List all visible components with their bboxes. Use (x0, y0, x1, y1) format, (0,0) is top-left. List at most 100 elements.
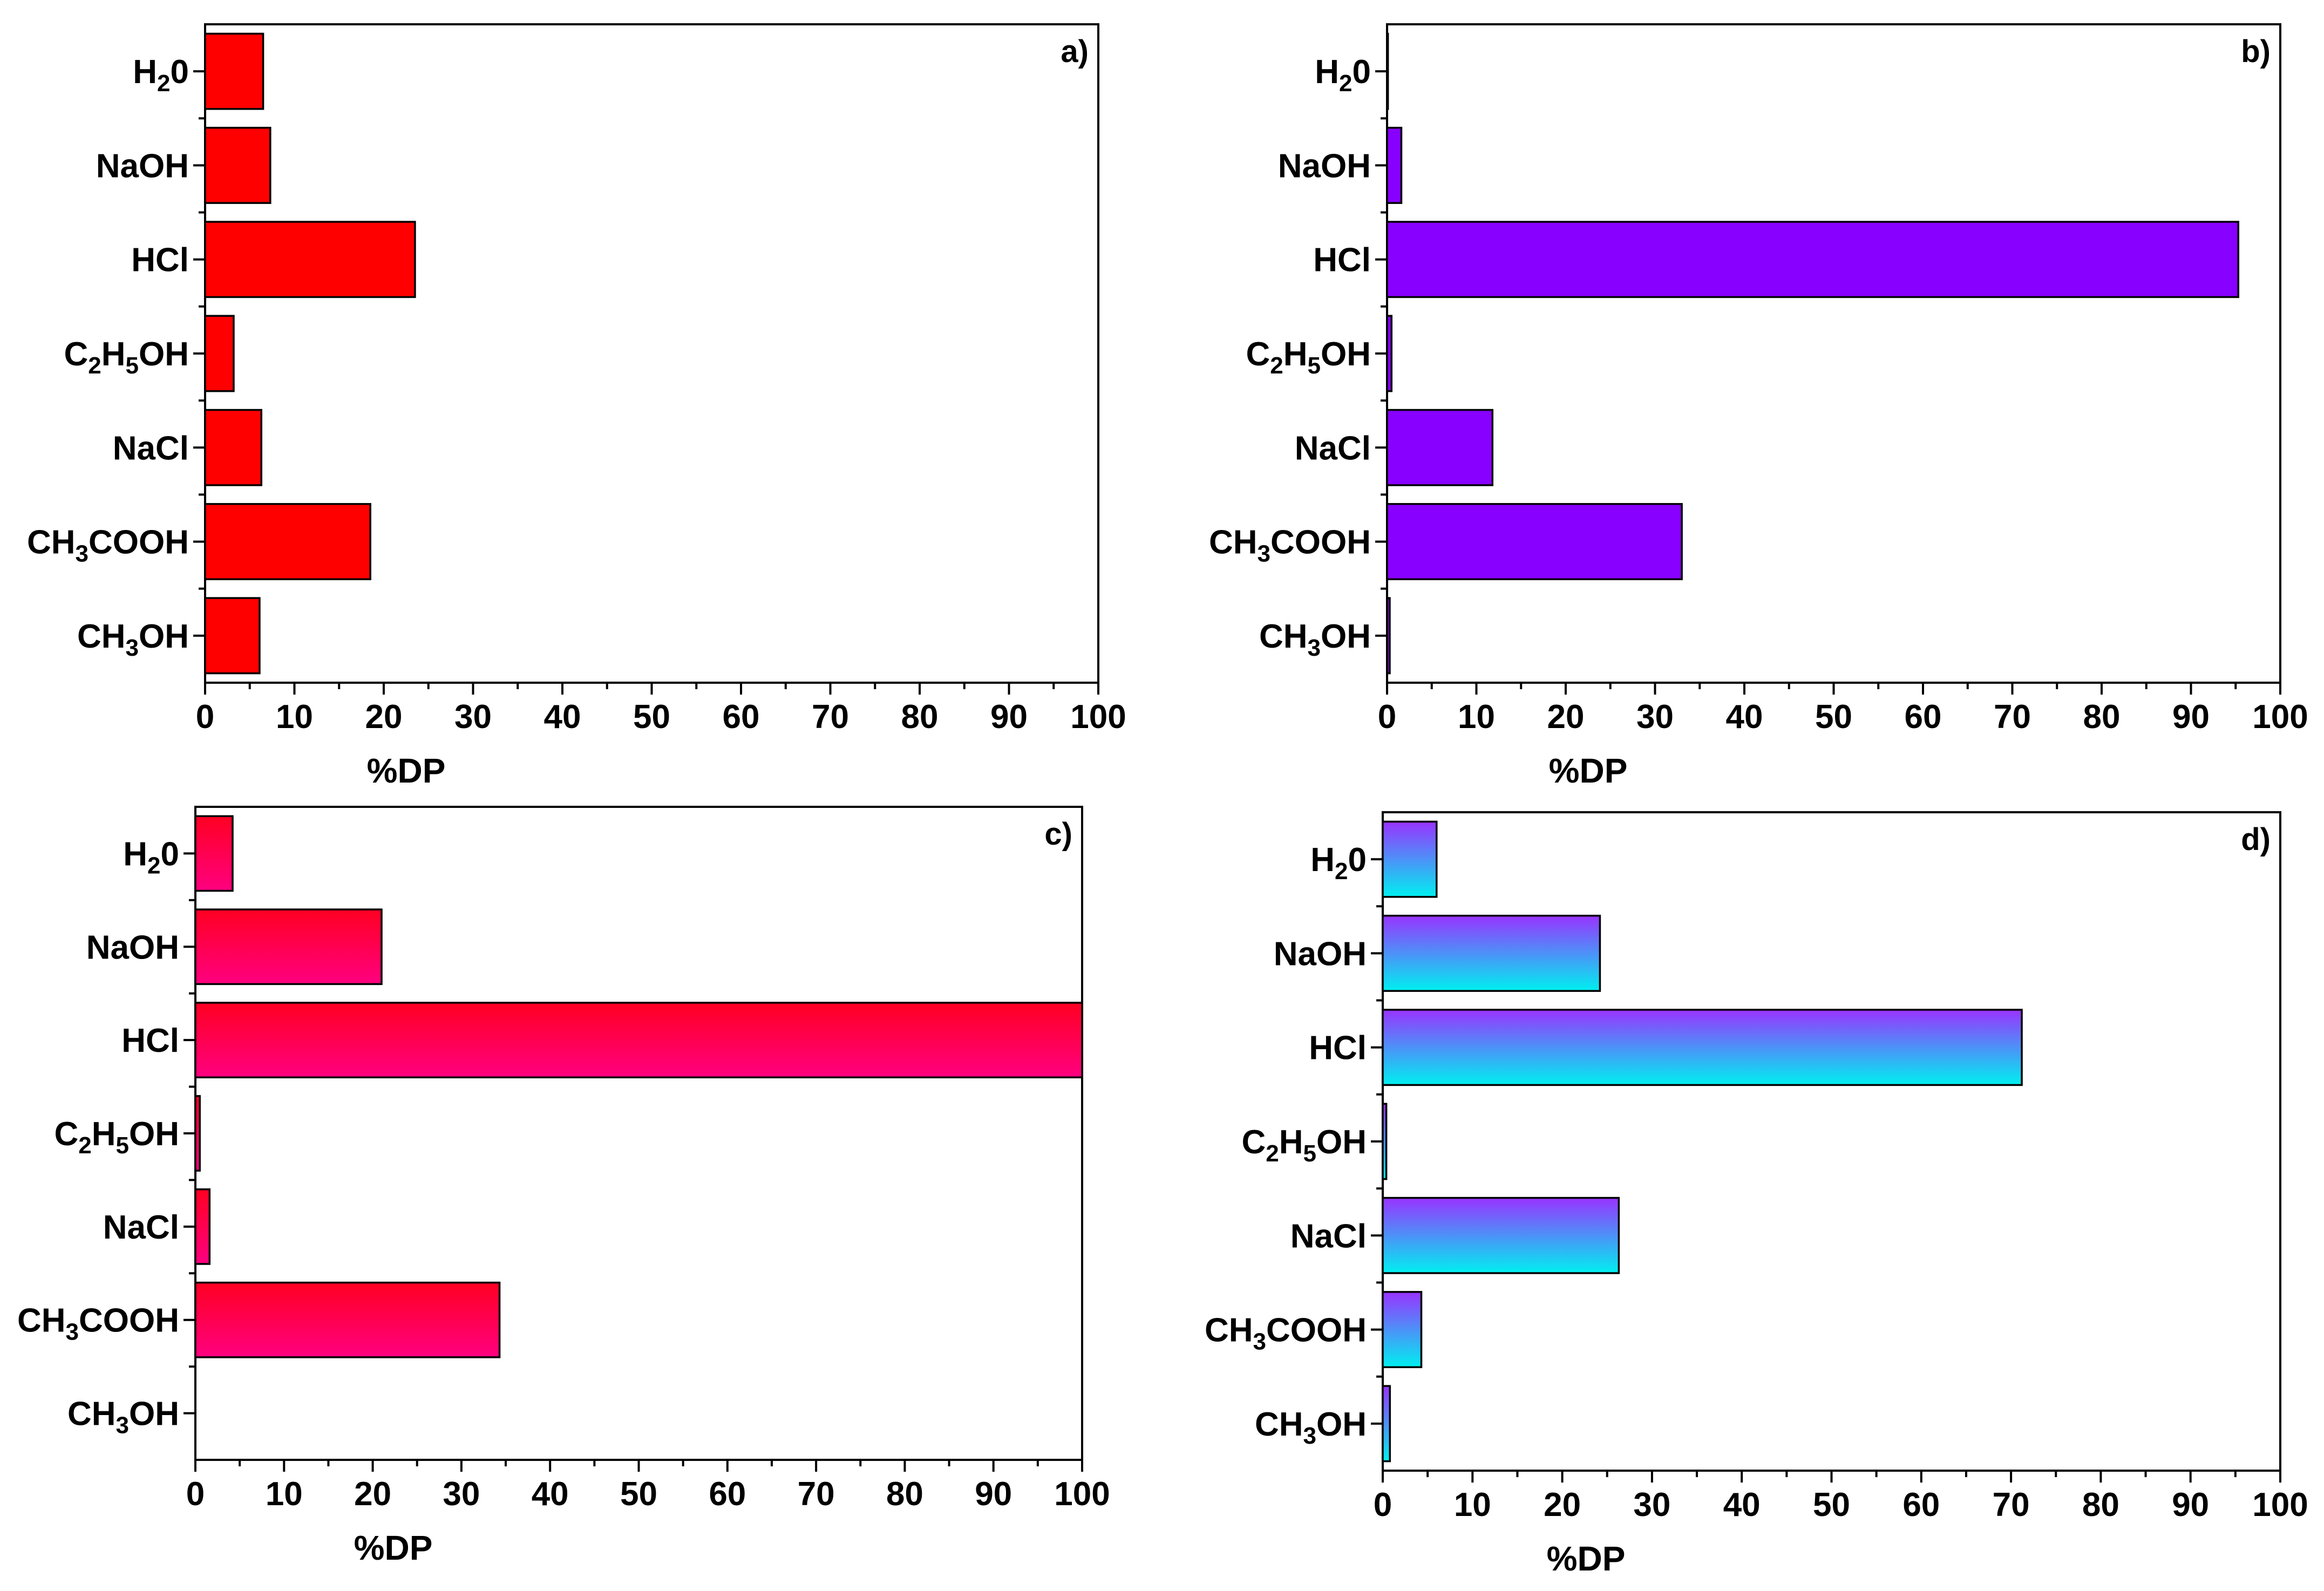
bar (204, 597, 261, 675)
category-label: C2H5OH (1246, 336, 1371, 379)
x-tick-label: 70 (798, 1476, 835, 1513)
x-tick-label: 100 (1054, 1476, 1110, 1513)
category-label: CH3OH (1255, 1406, 1367, 1449)
category-label: CH3COOH (1205, 1312, 1367, 1355)
x-tick-label: 80 (2083, 698, 2121, 736)
bar (1386, 32, 1389, 110)
x-tick-label: 40 (544, 698, 581, 736)
x-tick-label: 20 (354, 1476, 391, 1513)
x-tick-label: 10 (276, 698, 313, 736)
x-tick-label: 20 (1547, 698, 1585, 736)
bar (1382, 1103, 1388, 1180)
bar (1382, 1291, 1423, 1369)
plot-frame (1386, 23, 2281, 684)
category-label: NaCl (1295, 430, 1371, 467)
x-tick-label: 90 (2172, 1486, 2209, 1524)
x-tick-label: 0 (186, 1476, 205, 1513)
x-tick-label: 40 (1723, 1486, 1761, 1524)
x-axis-title: %DP (1549, 751, 1628, 790)
bar (1382, 1196, 1620, 1274)
x-tick-label: 90 (2172, 698, 2210, 736)
plot-frame (204, 23, 1099, 684)
x-tick-label: 50 (633, 698, 670, 736)
panel-label: d) (2241, 822, 2271, 857)
category-label: NaOH (1274, 935, 1367, 973)
x-tick-label: 60 (1905, 698, 1942, 736)
x-tick-label: 0 (196, 698, 214, 736)
category-label: NaCl (103, 1209, 179, 1246)
bar (194, 815, 234, 892)
bar (1382, 914, 1601, 992)
plot-frame (194, 806, 1083, 1461)
x-tick-label: 50 (1815, 698, 1852, 736)
bar (1386, 597, 1391, 675)
x-tick-label: 90 (990, 698, 1028, 736)
bar (1386, 315, 1393, 392)
category-label: C2H5OH (1241, 1124, 1367, 1167)
category-label: HCl (121, 1022, 179, 1059)
category-label: CH3OH (77, 618, 189, 661)
x-tick-label: 0 (1378, 698, 1396, 736)
x-tick-label: 30 (454, 698, 492, 736)
x-tick-label: 20 (1544, 1486, 1581, 1524)
x-tick-label: 100 (1070, 698, 1126, 736)
panel-label: a) (1061, 34, 1089, 69)
x-tick-label: 80 (2082, 1486, 2119, 1524)
bar (204, 503, 371, 581)
x-tick-label: 0 (1374, 1486, 1392, 1524)
panel-label: c) (1044, 817, 1072, 852)
category-label: HCl (131, 242, 189, 279)
bar (1386, 503, 1683, 581)
x-tick-label: 30 (1636, 698, 1674, 736)
category-label: H20 (133, 53, 189, 97)
x-axis-title: %DP (367, 751, 446, 790)
category-label: H20 (1310, 841, 1367, 885)
bar (194, 1095, 201, 1172)
category-label: HCl (1309, 1030, 1367, 1067)
x-tick-label: 70 (812, 698, 849, 736)
bar (204, 32, 264, 110)
category-label: HCl (1313, 242, 1371, 279)
plot-frame (1382, 811, 2281, 1472)
bar (194, 1281, 501, 1358)
x-axis-title: %DP (1547, 1539, 1626, 1578)
category-label: C2H5OH (64, 336, 189, 379)
x-axis-title: %DP (354, 1528, 433, 1567)
bar (1382, 1385, 1391, 1463)
x-tick-label: 30 (1633, 1486, 1670, 1524)
category-label: H20 (1315, 53, 1371, 97)
bar (194, 1188, 211, 1265)
category-label: NaOH (86, 929, 179, 966)
x-tick-label: 40 (532, 1476, 569, 1513)
category-label: NaCl (1290, 1218, 1367, 1255)
bar (1386, 221, 2239, 298)
category-label: H20 (123, 835, 179, 879)
x-tick-label: 10 (266, 1476, 303, 1513)
x-tick-label: 20 (365, 698, 403, 736)
category-label: CH3COOH (27, 524, 189, 567)
bar (1382, 1009, 2023, 1086)
x-tick-label: 80 (901, 698, 939, 736)
panel-label: b) (2241, 34, 2271, 69)
x-tick-label: 60 (709, 1476, 746, 1513)
bar (204, 409, 263, 486)
x-tick-label: 100 (2252, 1486, 2308, 1524)
x-tick-label: 100 (2252, 698, 2308, 736)
x-tick-label: 70 (1993, 1486, 2030, 1524)
bar (204, 126, 271, 204)
x-tick-label: 60 (1902, 1486, 1940, 1524)
x-tick-label: 10 (1458, 698, 1495, 736)
category-label: NaOH (1278, 147, 1371, 185)
bar (204, 315, 235, 392)
x-tick-label: 90 (975, 1476, 1012, 1513)
x-tick-label: 40 (1726, 698, 1763, 736)
category-label: CH3OH (1259, 618, 1371, 661)
x-tick-label: 10 (1454, 1486, 1491, 1524)
bar (204, 221, 416, 298)
x-tick-label: 50 (620, 1476, 657, 1513)
